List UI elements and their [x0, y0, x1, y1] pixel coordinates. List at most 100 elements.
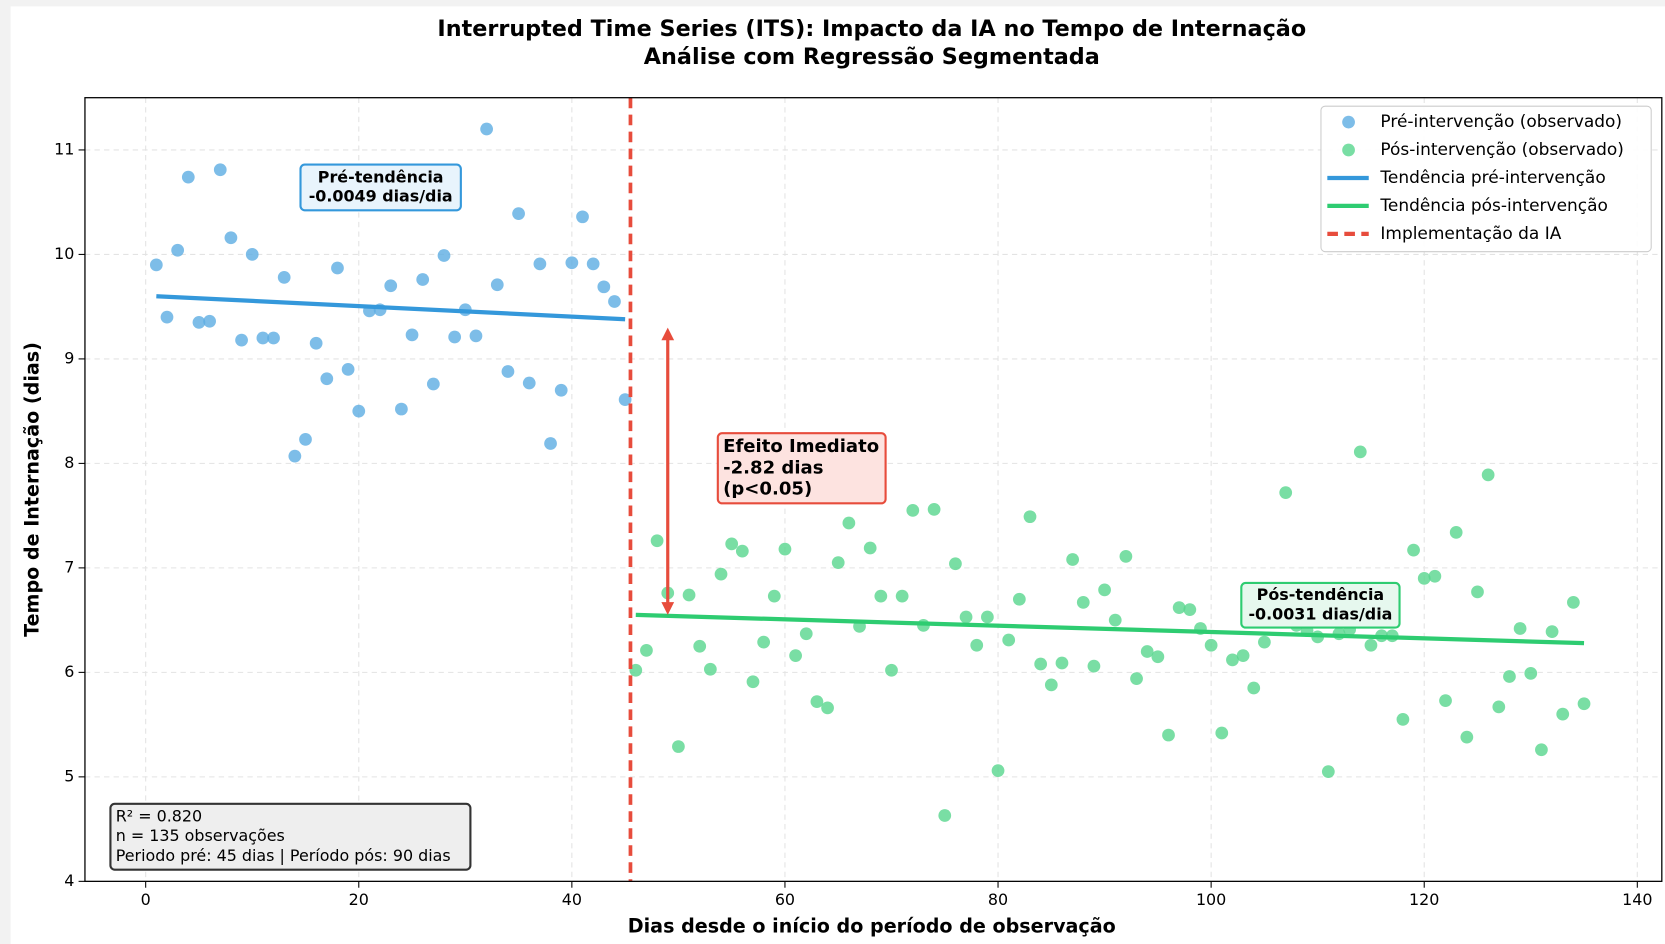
data-point [778, 542, 792, 556]
data-point [885, 663, 898, 677]
data-point [213, 163, 227, 177]
data-point [395, 402, 408, 416]
data-point [171, 243, 185, 257]
data-point [277, 271, 291, 284]
data-point [810, 695, 824, 709]
data-point [490, 278, 504, 292]
legend-marker [1342, 143, 1355, 157]
data-point [618, 393, 632, 407]
data-point [1108, 613, 1122, 627]
data-point [1066, 553, 1079, 566]
data-point [949, 557, 962, 571]
data-point [1119, 550, 1133, 563]
data-point [1162, 728, 1175, 742]
annotation-box [1240, 581, 1401, 629]
data-point [1524, 667, 1538, 680]
data-point [1279, 486, 1293, 500]
x-tick-label: 100 [1196, 890, 1226, 909]
data-point [149, 258, 163, 272]
annotation-box [716, 432, 887, 505]
data-point [1577, 697, 1591, 711]
data-point [405, 328, 419, 342]
x-axis-label: Dias desde o início do período de observ… [628, 915, 1116, 938]
x-tick-label: 120 [1409, 890, 1439, 909]
data-point [1513, 622, 1527, 635]
data-point [1002, 633, 1016, 647]
legend-label: Pré-intervenção (observado) [1380, 112, 1622, 132]
y-tick-label: 7 [64, 557, 74, 576]
data-point [597, 280, 611, 294]
x-tick-label: 60 [775, 890, 795, 909]
trend-line [156, 294, 626, 322]
annotation-text: R² = 0.820 [116, 807, 202, 826]
data-point [331, 261, 344, 275]
data-point [1439, 694, 1452, 707]
data-point [831, 556, 845, 570]
annotation-text: Efeito Imediato [723, 436, 879, 457]
data-point [501, 365, 515, 378]
data-point [725, 537, 739, 551]
data-point [608, 295, 621, 308]
data-point [1023, 510, 1037, 524]
data-point [426, 377, 440, 391]
data-point [703, 662, 717, 676]
data-point [1449, 525, 1463, 539]
annotation-text: (p<0.05) [723, 479, 812, 500]
data-point [927, 503, 941, 516]
data-point [981, 610, 994, 624]
data-point [1226, 653, 1239, 667]
data-point [735, 544, 749, 558]
data-point [1247, 681, 1261, 695]
annotation-text: Periodo pré: 45 dias | Período pós: 90 d… [116, 846, 451, 865]
data-point [1471, 585, 1484, 599]
data-point [1034, 657, 1048, 671]
x-tick-label: 80 [988, 890, 1008, 909]
annotation-box [299, 163, 462, 212]
y-tick-label: 5 [64, 766, 74, 785]
data-point [533, 257, 547, 271]
data-point [1044, 678, 1058, 692]
data-point [1236, 649, 1250, 663]
data-point [1460, 730, 1474, 744]
data-point [1151, 650, 1165, 664]
data-point [1140, 645, 1154, 658]
data-point [1087, 659, 1101, 673]
data-point [235, 333, 248, 347]
legend-label: Pós-intervenção (observado) [1380, 140, 1624, 160]
data-point [650, 534, 664, 548]
data-point [544, 437, 557, 450]
data-point [480, 122, 493, 136]
data-point [1396, 713, 1410, 726]
data-point [586, 257, 600, 271]
data-point [1012, 592, 1026, 606]
legend-label: Tendência pré-intervenção [1379, 168, 1605, 188]
annotation-text: Pré-tendência [318, 167, 444, 186]
data-point [352, 404, 366, 418]
data-point [469, 329, 483, 343]
data-point [1215, 726, 1229, 740]
data-point [746, 675, 760, 689]
arrow-head [661, 327, 675, 341]
y-tick-label: 10 [54, 244, 74, 263]
legend-label: Tendência pós-intervenção [1379, 196, 1607, 216]
data-point [522, 376, 536, 390]
annotation-text: Pós-tendência [1257, 585, 1384, 604]
data-point [288, 449, 302, 463]
data-point [1353, 445, 1367, 459]
y-tick-label: 4 [64, 871, 74, 890]
data-point [1364, 638, 1378, 652]
y-tick-label: 8 [64, 453, 74, 472]
data-point [1407, 543, 1420, 557]
data-point [1545, 625, 1559, 638]
data-point [192, 315, 206, 329]
annotation-box [109, 802, 472, 871]
trend-line [635, 612, 1585, 646]
data-point [767, 589, 781, 603]
y-tick-label: 11 [54, 139, 74, 158]
data-point [821, 701, 834, 715]
data-point [416, 273, 430, 286]
data-point [1130, 672, 1143, 686]
data-point [437, 249, 451, 262]
data-point [1258, 635, 1271, 649]
